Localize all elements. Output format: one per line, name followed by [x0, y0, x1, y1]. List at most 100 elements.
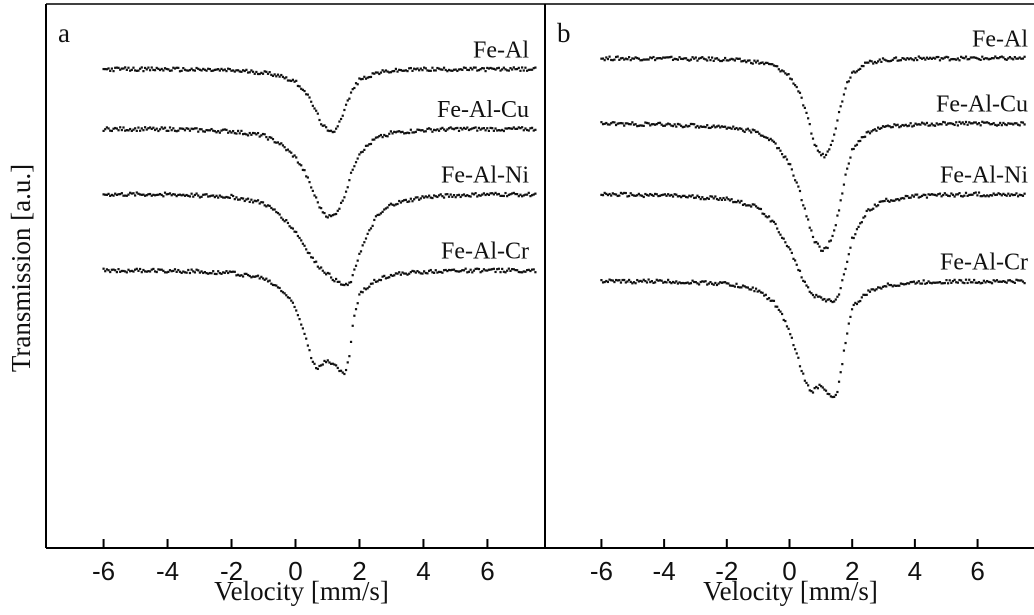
- data-point: [735, 126, 738, 130]
- data-point: [107, 192, 110, 195]
- data-point: [693, 57, 696, 60]
- data-point: [418, 69, 421, 72]
- data-point: [469, 195, 472, 198]
- data-point: [376, 71, 379, 74]
- data-point: [948, 279, 951, 282]
- data-point: [785, 73, 789, 76]
- data-point: [974, 281, 977, 284]
- data-point: [251, 131, 255, 135]
- data-point: [951, 193, 955, 196]
- data-point: [901, 282, 904, 286]
- data-point: [140, 66, 143, 69]
- data-point: [751, 203, 754, 206]
- data-point: [1021, 194, 1025, 197]
- data-point: [112, 194, 115, 197]
- data-point: [1005, 58, 1008, 61]
- data-point: [1016, 279, 1020, 282]
- data-point: [1018, 56, 1021, 59]
- data-point: [245, 133, 248, 136]
- data-point: [699, 56, 702, 60]
- data-point: [665, 56, 668, 59]
- data-point: [943, 192, 946, 195]
- data-point: [487, 129, 490, 132]
- data-point: [709, 58, 712, 62]
- data-point: [467, 194, 471, 198]
- data-point: [163, 271, 167, 274]
- data-point: [517, 126, 520, 129]
- data-point: [611, 192, 614, 195]
- data-point: [343, 108, 346, 112]
- data-point: [300, 239, 303, 242]
- data-point: [976, 123, 979, 126]
- data-point: [929, 281, 932, 284]
- data-point: [178, 193, 182, 196]
- data-point: [266, 280, 270, 283]
- data-point: [904, 282, 907, 286]
- data-point: [710, 56, 714, 59]
- data-point: [359, 78, 363, 81]
- data-point: [258, 277, 261, 280]
- data-point: [849, 246, 852, 249]
- data-point: [135, 191, 138, 194]
- data-point: [341, 199, 344, 202]
- data-point: [255, 275, 258, 278]
- data-point: [423, 196, 426, 199]
- data-point: [237, 273, 240, 276]
- data-point: [759, 207, 763, 211]
- data-point: [652, 281, 655, 285]
- data-point: [986, 121, 989, 124]
- data-point: [243, 272, 246, 275]
- data-point: [502, 270, 505, 273]
- data-point: [743, 285, 746, 288]
- data-point: [183, 129, 187, 132]
- data-point: [776, 147, 779, 150]
- data-point: [484, 129, 487, 132]
- data-point: [245, 198, 248, 201]
- data-point: [514, 269, 517, 272]
- data-point: [1008, 279, 1012, 282]
- data-point: [728, 284, 732, 287]
- data-point: [401, 199, 404, 203]
- data-point: [930, 57, 933, 60]
- data-point: [891, 58, 894, 61]
- data-point: [683, 194, 686, 197]
- data-point: [130, 129, 133, 133]
- data-point: [784, 319, 787, 323]
- data-point: [875, 129, 878, 132]
- data-point: [167, 129, 170, 132]
- data-point: [225, 128, 228, 132]
- data-point: [207, 67, 210, 70]
- data-point: [730, 127, 733, 130]
- data-point: [492, 267, 495, 270]
- data-point: [359, 290, 363, 293]
- data-point: [516, 127, 519, 130]
- data-point: [310, 100, 313, 103]
- data-point: [989, 123, 992, 126]
- data-point: [534, 128, 537, 131]
- data-point: [225, 69, 228, 73]
- data-point: [476, 195, 479, 198]
- data-point: [868, 59, 872, 62]
- data-point: [316, 112, 319, 115]
- x-tick-label: 4: [416, 556, 430, 586]
- data-point: [1005, 281, 1008, 284]
- data-point: [1018, 279, 1021, 282]
- data-point: [948, 194, 951, 198]
- data-point: [816, 387, 819, 390]
- data-point: [859, 299, 862, 303]
- data-point: [706, 196, 709, 200]
- data-point: [977, 281, 981, 284]
- data-point: [105, 193, 108, 196]
- data-point: [288, 225, 291, 228]
- data-point: [867, 130, 870, 133]
- data-point: [940, 282, 943, 285]
- data-point: [409, 197, 412, 200]
- data-point: [641, 124, 644, 127]
- data-point: [883, 199, 886, 203]
- data-point: [912, 195, 916, 198]
- data-point: [1015, 57, 1018, 60]
- data-point: [782, 318, 785, 322]
- data-point: [667, 122, 670, 125]
- x-tick-label: 2: [352, 556, 366, 586]
- data-point: [999, 193, 1002, 196]
